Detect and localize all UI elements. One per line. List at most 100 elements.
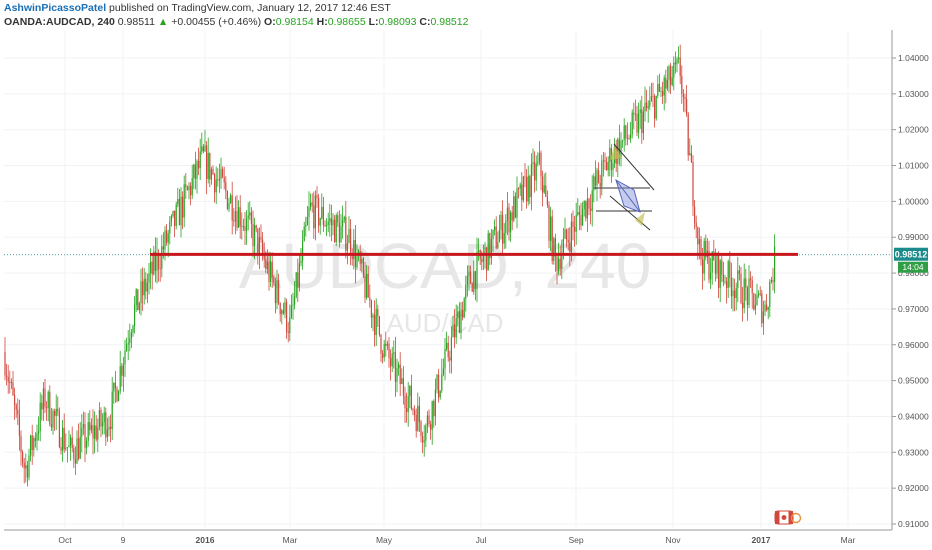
candle-body: [338, 222, 340, 243]
candle-body: [498, 229, 500, 243]
refresh-icon[interactable]: [790, 512, 802, 524]
candle-body: [689, 153, 691, 156]
wedge-lower-line[interactable]: [609, 195, 651, 231]
candle-body: [753, 293, 755, 310]
candle-body: [527, 176, 529, 202]
candle-body: [223, 177, 225, 183]
canada-flag-icon[interactable]: [774, 510, 794, 525]
candle-body: [489, 233, 491, 258]
candle-body: [607, 161, 609, 171]
candle-body: [159, 268, 161, 270]
candle-body: [14, 395, 16, 406]
candle-body: [532, 162, 534, 164]
candle-body: [318, 197, 320, 226]
candle-body: [119, 366, 121, 392]
candle-body: [754, 304, 756, 310]
candle-body: [540, 152, 542, 177]
candle-body: [71, 437, 73, 448]
candle-body: [10, 382, 12, 384]
triangle-marker-bottom[interactable]: [635, 212, 645, 226]
candle-body: [658, 83, 660, 92]
candle-body: [519, 184, 521, 189]
wedge-upper-line[interactable]: [613, 143, 655, 191]
candle-body: [270, 261, 272, 282]
triangle-marker-top[interactable]: [610, 146, 622, 160]
price-axis[interactable]: 1.04000 1.03000 1.02000 1.01000 1.00000 0.990…: [891, 30, 929, 530]
candle-body: [511, 212, 513, 221]
candle-body: [62, 427, 64, 451]
author-link[interactable]: AshwinPicassoPatel: [4, 2, 107, 14]
candle-body: [630, 134, 632, 139]
candle-body: [234, 211, 236, 222]
candle-body: [673, 62, 675, 78]
candle-body: [329, 218, 331, 222]
candle-body: [710, 272, 712, 280]
candle-body: [418, 405, 420, 422]
candle-body: [649, 100, 651, 107]
candle-body: [434, 389, 436, 417]
candle-body: [215, 179, 217, 193]
candle-body: [422, 435, 424, 443]
candle-body: [129, 338, 131, 344]
time-axis[interactable]: Oct 9 2016 Mar May Jul Sep Nov 2017 Mar: [4, 529, 892, 545]
candle-body: [73, 447, 75, 459]
price-chart[interactable]: AUDCAD, 240 AUD/CAD 1.04000 1.03000 1.0200…: [0, 30, 932, 550]
candle-body: [199, 151, 201, 169]
candle-body: [238, 207, 240, 228]
candle-body: [391, 353, 393, 367]
candle-body: [225, 182, 227, 192]
candle-body: [151, 261, 153, 275]
candle-body: [41, 402, 43, 410]
candle-body: [476, 252, 478, 290]
candle-body: [484, 247, 486, 255]
candle-body: [674, 62, 676, 65]
candle-body: [201, 146, 203, 152]
diamond-diagonal[interactable]: [615, 179, 641, 213]
candle-body: [44, 388, 46, 408]
candle-body: [516, 188, 518, 218]
candle-body: [657, 83, 659, 96]
candle-body: [694, 206, 696, 223]
candle-body: [295, 272, 297, 297]
candle-body: [74, 458, 76, 464]
price-tag: 0.98512 14:04: [894, 247, 928, 273]
candle-body: [718, 254, 720, 288]
candle-body: [137, 289, 139, 311]
candle-body: [620, 140, 622, 160]
candle-body: [668, 66, 670, 80]
candle-body: [377, 309, 379, 317]
ohlc-line: OANDA:AUDCAD, 240 0.98511 ▲ +0.00455 (+0…: [4, 16, 468, 28]
candle-body: [116, 388, 118, 402]
candle-body: [442, 368, 444, 375]
x-tick-label: May: [376, 535, 393, 545]
candle-body: [4, 351, 6, 376]
candle-body: [415, 414, 417, 431]
candle-body: [114, 382, 116, 389]
candle-body: [386, 343, 388, 346]
candle-body: [127, 343, 129, 345]
candle-body: [409, 385, 411, 396]
open-label: O:: [264, 16, 276, 28]
candle-body: [567, 239, 569, 243]
candle-body: [174, 210, 176, 226]
candle-body: [570, 221, 572, 252]
candle-body: [582, 209, 584, 226]
pattern-drawings[interactable]: [594, 143, 655, 231]
candle-body: [743, 278, 745, 308]
candle-body: [42, 388, 44, 410]
candle-body: [20, 435, 22, 453]
last-price: 0.98511: [117, 16, 155, 28]
x-tick-label: Oct: [58, 535, 72, 545]
candle-body: [265, 259, 267, 270]
candle-body: [546, 196, 548, 205]
candle-body: [622, 139, 624, 141]
candle-body: [449, 357, 451, 361]
candle-body: [551, 216, 553, 261]
candle-body: [169, 221, 171, 234]
candle-body: [714, 260, 716, 274]
candle-body: [22, 452, 24, 463]
candle-body: [604, 159, 606, 162]
candle-body: [321, 206, 323, 219]
candle-body: [770, 280, 772, 282]
candle-body: [17, 409, 19, 415]
